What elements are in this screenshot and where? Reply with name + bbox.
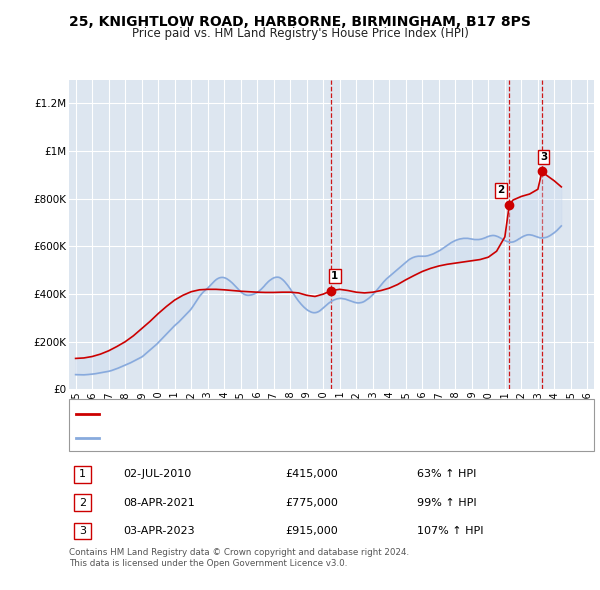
Text: 3: 3 [79, 526, 86, 536]
Text: 2: 2 [497, 185, 505, 195]
Text: £415,000: £415,000 [285, 470, 338, 479]
Text: 3: 3 [540, 152, 547, 162]
Text: 25, KNIGHTLOW ROAD, HARBORNE, BIRMINGHAM, B17 8PS: 25, KNIGHTLOW ROAD, HARBORNE, BIRMINGHAM… [69, 15, 531, 29]
Text: £915,000: £915,000 [285, 526, 338, 536]
Text: 63% ↑ HPI: 63% ↑ HPI [417, 470, 476, 479]
Text: £775,000: £775,000 [285, 498, 338, 507]
Text: 1: 1 [79, 470, 86, 479]
Text: 1: 1 [331, 271, 338, 281]
Text: Price paid vs. HM Land Registry's House Price Index (HPI): Price paid vs. HM Land Registry's House … [131, 27, 469, 40]
Text: 107% ↑ HPI: 107% ↑ HPI [417, 526, 484, 536]
Text: 08-APR-2021: 08-APR-2021 [123, 498, 195, 507]
Text: Contains HM Land Registry data © Crown copyright and database right 2024.
This d: Contains HM Land Registry data © Crown c… [69, 548, 409, 568]
Text: HPI: Average price, detached house, Birmingham: HPI: Average price, detached house, Birm… [106, 434, 347, 443]
Text: 03-APR-2023: 03-APR-2023 [123, 526, 194, 536]
Text: 02-JUL-2010: 02-JUL-2010 [123, 470, 191, 479]
Text: 99% ↑ HPI: 99% ↑ HPI [417, 498, 476, 507]
Text: 25, KNIGHTLOW ROAD, HARBORNE, BIRMINGHAM, B17 8PS (detached house): 25, KNIGHTLOW ROAD, HARBORNE, BIRMINGHAM… [106, 409, 485, 419]
Text: 2: 2 [79, 498, 86, 507]
